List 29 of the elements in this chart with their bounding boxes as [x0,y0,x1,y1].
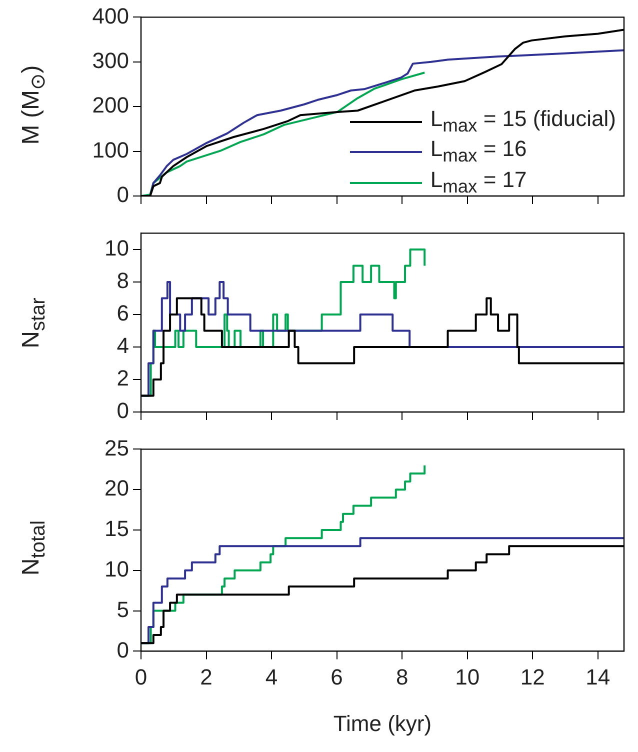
y-tick-label: 25 [104,435,129,460]
x-tick-label: 4 [265,664,278,690]
x-tick-label: 2 [200,664,212,690]
x-tick-label: 12 [520,664,545,690]
y-tick-label: 400 [92,3,129,28]
y-tick-label: 0 [116,398,129,424]
y-tick-label: 4 [116,333,129,358]
y-tick-label: 100 [92,137,129,162]
y-tick-label: 10 [104,556,129,582]
x-axis-title: Time (kyr) [333,710,432,736]
x-tick-label: 10 [455,664,480,690]
legend-label: L$_{max}$ = 15 (fiducial) [430,106,616,138]
y-tick-label: 2 [116,366,129,391]
y-tick-label: 5 [116,596,129,622]
y-tick-label: 20 [104,476,129,501]
y-tick-label: 200 [92,92,129,118]
y-tick-label: 10 [104,236,129,261]
x-tick-label: 14 [586,664,610,690]
y-tick-label: 0 [116,182,129,208]
x-tick-label: 0 [134,664,148,690]
y-tick-label: 8 [116,268,129,294]
y-tick-label: 6 [116,300,129,326]
y-tick-label: 300 [92,48,129,73]
legend-label: L$_{max}$ = 17 [430,166,527,198]
y-tick-label: 15 [104,516,129,542]
legend-label: L$_{max}$ = 16 [430,136,527,168]
x-tick-label: 6 [330,664,343,690]
x-tick-label: 8 [396,664,408,690]
y-tick-label: 0 [116,637,129,662]
